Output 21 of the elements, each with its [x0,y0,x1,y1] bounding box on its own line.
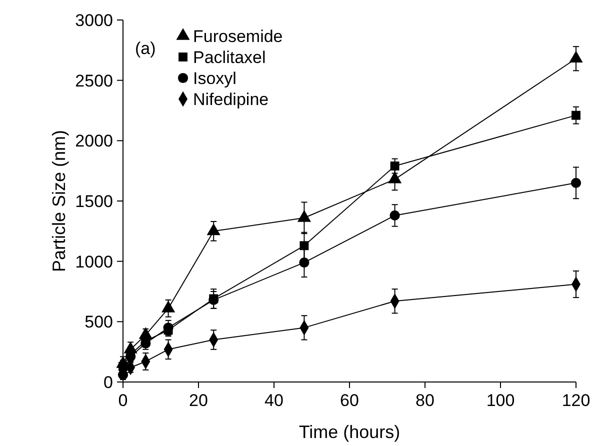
x-tick-label: 60 [340,391,359,410]
y-tick-label: 1500 [75,192,113,211]
annotation: (a) [135,39,156,58]
legend-label: Nifedipine [193,90,269,109]
x-tick-label: 120 [562,391,590,410]
legend-label: Paclitaxel [193,48,266,67]
legend-label: Furosemide [193,26,283,46]
y-tick-label: 3000 [75,10,113,30]
x-tick-label: 20 [189,391,208,410]
legend-label: Isoxyl [193,68,236,88]
x-tick-label: 80 [416,391,434,410]
y-tick-label: 500 [84,312,113,332]
y-axis-title: Particle Size (nm) [49,130,69,272]
x-axis-title: Time (hours) [298,422,400,442]
y-tick-label: 1000 [75,252,113,272]
y-tick-label: 2500 [75,71,113,90]
x-tick-label: 0 [118,391,128,410]
y-tick-label: 2000 [75,132,113,151]
x-tick-label: 40 [264,391,284,410]
x-tick-label: 100 [486,391,515,410]
y-tick-label: 0 [104,372,113,392]
